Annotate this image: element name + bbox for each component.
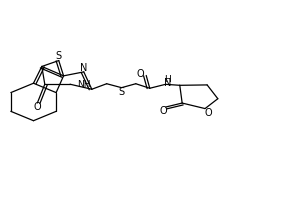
Text: N: N	[164, 78, 172, 88]
Text: S: S	[118, 87, 124, 97]
Text: H: H	[164, 75, 170, 84]
Text: O: O	[159, 106, 167, 116]
Text: O: O	[34, 102, 41, 112]
Text: S: S	[56, 51, 62, 61]
Text: O: O	[136, 69, 144, 79]
Text: NH: NH	[77, 80, 91, 89]
Text: O: O	[204, 108, 212, 118]
Text: N: N	[80, 63, 88, 73]
